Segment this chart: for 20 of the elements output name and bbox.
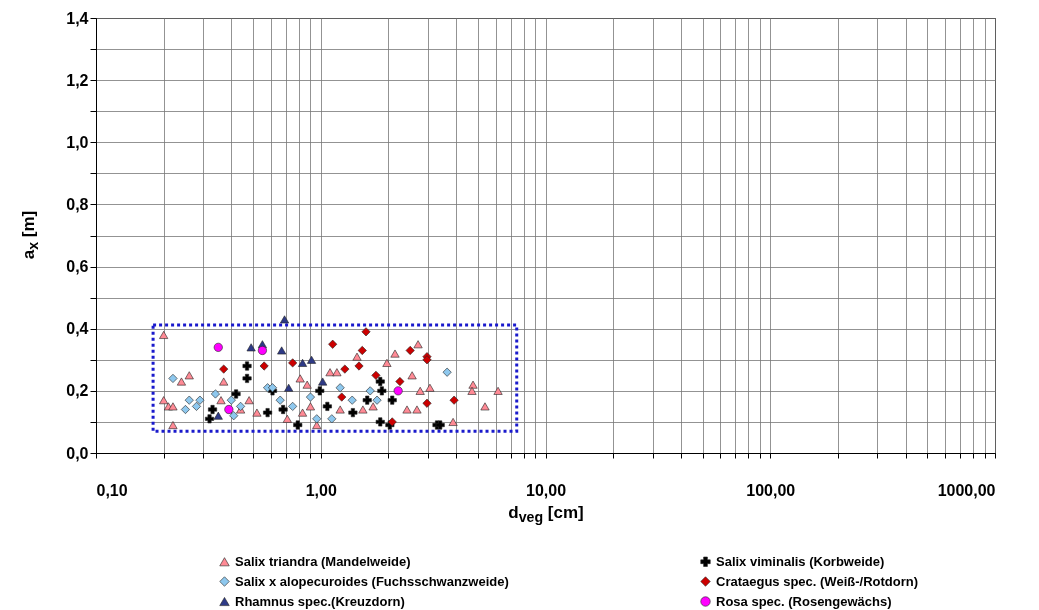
x-tick-label: 10,00 — [525, 481, 567, 499]
y-tick-label: 0,2 — [66, 382, 89, 400]
x-axis-title: d$_{veg}$ [cm] — [508, 503, 584, 526]
y-tick-label: 0,6 — [66, 258, 89, 276]
x-tick-label: 0,10 — [96, 481, 128, 499]
legend-label: Rhamnus spec.(Kreuzdorn) — [235, 593, 405, 609]
y-tick-label: 0,0 — [66, 444, 89, 462]
x-tick-label: 100,00 — [746, 481, 796, 499]
y-tick-label: 1,2 — [66, 71, 89, 89]
legend-label: Rosa spec. (Rosengewächs) — [716, 593, 892, 609]
y-tick-label: 0,8 — [66, 195, 89, 213]
y-tick-label: 1,4 — [66, 9, 89, 27]
legend-label: Salix triandra (Mandelweide) — [235, 553, 411, 569]
y-tick-label: 1,0 — [66, 133, 89, 151]
y-tick-label: 0,4 — [66, 320, 89, 338]
legend-label: Crataegus spec. (Weiß-/Rotdorn) — [716, 573, 919, 589]
legend-label: Salix viminalis (Korbweide) — [716, 553, 885, 569]
x-tick-label: 1000,00 — [937, 481, 996, 499]
legend-label: Salix x alopecuroides (Fuchsschwanzweide) — [235, 573, 509, 589]
x-tick-label: 1,00 — [305, 481, 337, 499]
